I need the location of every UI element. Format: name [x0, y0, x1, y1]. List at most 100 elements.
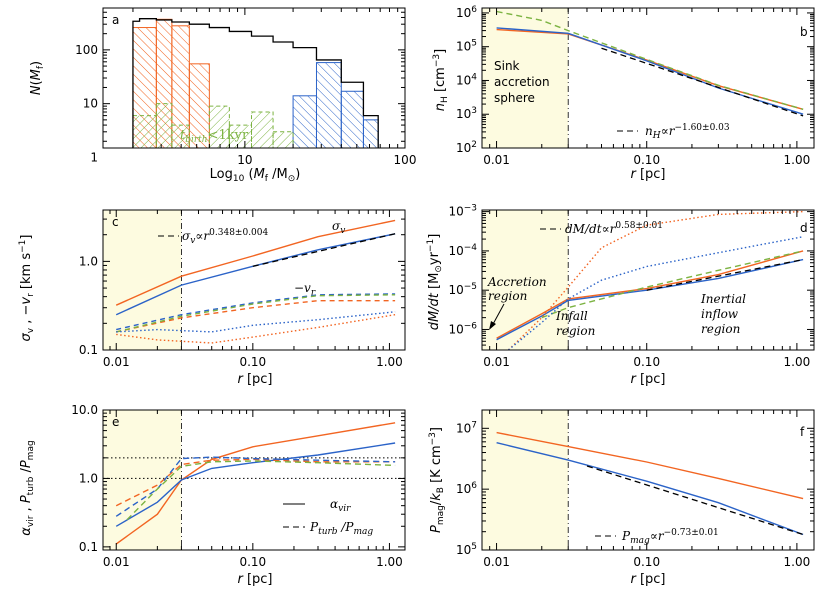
panel-d-series-fit [646, 258, 804, 291]
panel-d-ytick-label: 10−6 [448, 321, 477, 336]
panel-c-xtick-label: 0.01 [103, 355, 130, 369]
panel-d-curves [482, 210, 804, 350]
panel-c-sigma-label: σv [332, 219, 345, 236]
panel-f-series-orange [496, 431, 804, 500]
panel-e-xlabel: r [pc] [237, 572, 272, 587]
panel-c-xtick-label: 1.00 [376, 355, 403, 369]
panel-b-series-fit [601, 47, 804, 117]
panel-b: 0.01 0.10 1.00 102 103 104 105 106 b Sink accre… [432, 5, 815, 182]
panel-e-legend-solid-label: αvir [330, 497, 351, 514]
panel-f-xtick-label: 0.10 [633, 555, 660, 569]
panel-b-ytick-label: 102 [456, 140, 477, 155]
panel-d-accretion-line1: Accretion [487, 275, 547, 289]
panel-f-series-blue [496, 442, 804, 536]
panel-f-ytick-label: 105 [456, 542, 477, 557]
panel-d-series-blue_dot [507, 236, 804, 350]
panel-c-fit-label: σv∝r0.348±0.004 [182, 228, 269, 246]
panel-d-fit-label: dM/dt∝r0.58±0.01 [565, 221, 663, 236]
panel-a-bar-green [208, 105, 230, 148]
panel-b-xtick-label: 0.10 [633, 153, 660, 167]
panel-a-ticks: 10 100 1 10 100 [75, 7, 417, 167]
panel-d-frame [481, 209, 815, 351]
panel-b-xlabel: r [pc] [630, 167, 665, 182]
panel-a-bar-blue [340, 90, 364, 148]
panel-c-xtick-label: 0.10 [239, 355, 266, 369]
panel-b-ytick-label: 105 [456, 39, 477, 54]
panel-d-xlabel: r [pc] [630, 372, 665, 387]
panel-f-ytick-label: 107 [456, 420, 477, 435]
panel-e-letter: e [112, 415, 119, 429]
panel-c-series-orange_vr [116, 300, 396, 333]
panel-d-xtick-label: 1.00 [784, 355, 811, 369]
panel-a-ytick-label: 1 [90, 150, 98, 164]
panel-e-series-blue [115, 442, 396, 527]
panel-f-fit-label: Pmag∝r−0.73±0.01 [621, 528, 719, 546]
panel-a-ylabel: N(Mf) [29, 61, 46, 95]
panel-e-xtick-label: 0.10 [239, 555, 266, 569]
panel-c-letter: c [112, 215, 119, 229]
panel-f-curves [482, 410, 804, 550]
panel-d-xtick-label: 0.10 [633, 355, 660, 369]
panel-a-letter: a [112, 13, 119, 27]
panel-e-series-orange [115, 422, 396, 545]
panel-b-ytick-label: 103 [456, 106, 477, 121]
panel-a-bar-blue [362, 119, 379, 148]
panel-a-bar-green [251, 111, 274, 148]
panel-b-xtick-label: 0.01 [483, 153, 510, 167]
panel-f: 0.01 0.10 1.00 105 106 107 f Pmag∝r−0.73±0.01… [428, 409, 815, 587]
panel-e: 0.01 0.10 1.00 0.1 1.0 10.0 e αvir Pturb /Pma… [19, 403, 406, 587]
panel-c-frame [102, 209, 406, 351]
panel-d-sink-region [482, 210, 569, 350]
panel-a-bar-blue [315, 62, 342, 148]
panel-e-legend-dash-label: Pturb /Pmag [309, 520, 373, 537]
panel-d: 0.01 0.10 1.00 10−6 10−5 10−4 10−3 d dM/dt∝r0.… [426, 204, 815, 387]
panel-b-ytick-label: 106 [456, 5, 477, 20]
panel-f-letter: f [800, 425, 805, 439]
panel-d-ticks: 0.01 0.10 1.00 10−6 10−5 10−4 10−3 [448, 204, 814, 369]
panel-f-xlabel: r [pc] [630, 572, 665, 587]
panel-b-sink-line1: Sink [494, 59, 520, 73]
panel-e-ytick-label: 10.0 [71, 403, 98, 417]
panel-b-curves [482, 8, 804, 148]
panel-d-inertial-line3: region [701, 322, 740, 336]
panel-c-sink-region [103, 210, 182, 350]
panel-f-ylabel: Pmag/kB [K cm−3] [428, 427, 446, 533]
panel-e-sink-region [103, 410, 182, 550]
panel-e-frame [102, 409, 406, 551]
panel-a-bar-green [155, 103, 173, 148]
panel-b-sink-line3: sphere [494, 91, 535, 105]
panel-e-series-orange_dash [115, 458, 396, 507]
panel-d-series-orange_dot [507, 210, 804, 350]
panel-e-ticks: 0.01 0.10 1.00 0.1 1.0 10.0 [71, 403, 405, 569]
panel-b-ticks: 0.01 0.10 1.00 102 103 104 105 106 [456, 5, 814, 167]
panel-e-series-green_dash [126, 460, 396, 521]
panel-f-ytick-label: 106 [456, 481, 477, 496]
panel-a-tbirth-annotation: tbirth<1kyr [180, 128, 249, 145]
panel-b-ytick-label: 104 [456, 72, 477, 87]
panel-d-ytick-label: 10−4 [448, 243, 477, 258]
panel-a-bar-green [272, 131, 294, 148]
panel-d-accretion-arrowhead [489, 321, 496, 330]
panel-a-bar-green [228, 124, 253, 148]
panel-c: 0.01 0.10 1.00 0.1 1.0 c σv∝r0.348±0.004 σv … [18, 209, 406, 387]
panel-d-accretion-line2: region [488, 289, 527, 303]
panel-c-series-orange [115, 219, 396, 306]
panel-a-ytick-label: 100 [75, 43, 98, 57]
panel-e-series-blue_dash [115, 456, 396, 517]
panel-e-xtick-label: 1.00 [376, 555, 403, 569]
panel-a-xlabel: Log10 (Mf /M⊙) [210, 167, 301, 184]
panel-a-ytick-label: 10 [83, 97, 98, 111]
panel-f-series-fit [586, 465, 804, 536]
panel-d-inertial-line1: Inertial [700, 292, 746, 306]
panel-f-frame [481, 409, 815, 551]
panel-d-infall-line2: region [556, 324, 595, 338]
panel-f-ticks: 0.01 0.10 1.00 105 106 107 [456, 409, 814, 569]
panel-b-frame [481, 7, 815, 149]
panel-c-curves [103, 210, 396, 350]
panel-b-xtick-label: 1.00 [784, 153, 811, 167]
panel-e-curves [103, 410, 405, 550]
panel-a-bar-blue [292, 95, 317, 148]
panel-b-sink-line2: accretion [494, 75, 550, 89]
panel-a-xtick-label: 100 [394, 153, 417, 167]
